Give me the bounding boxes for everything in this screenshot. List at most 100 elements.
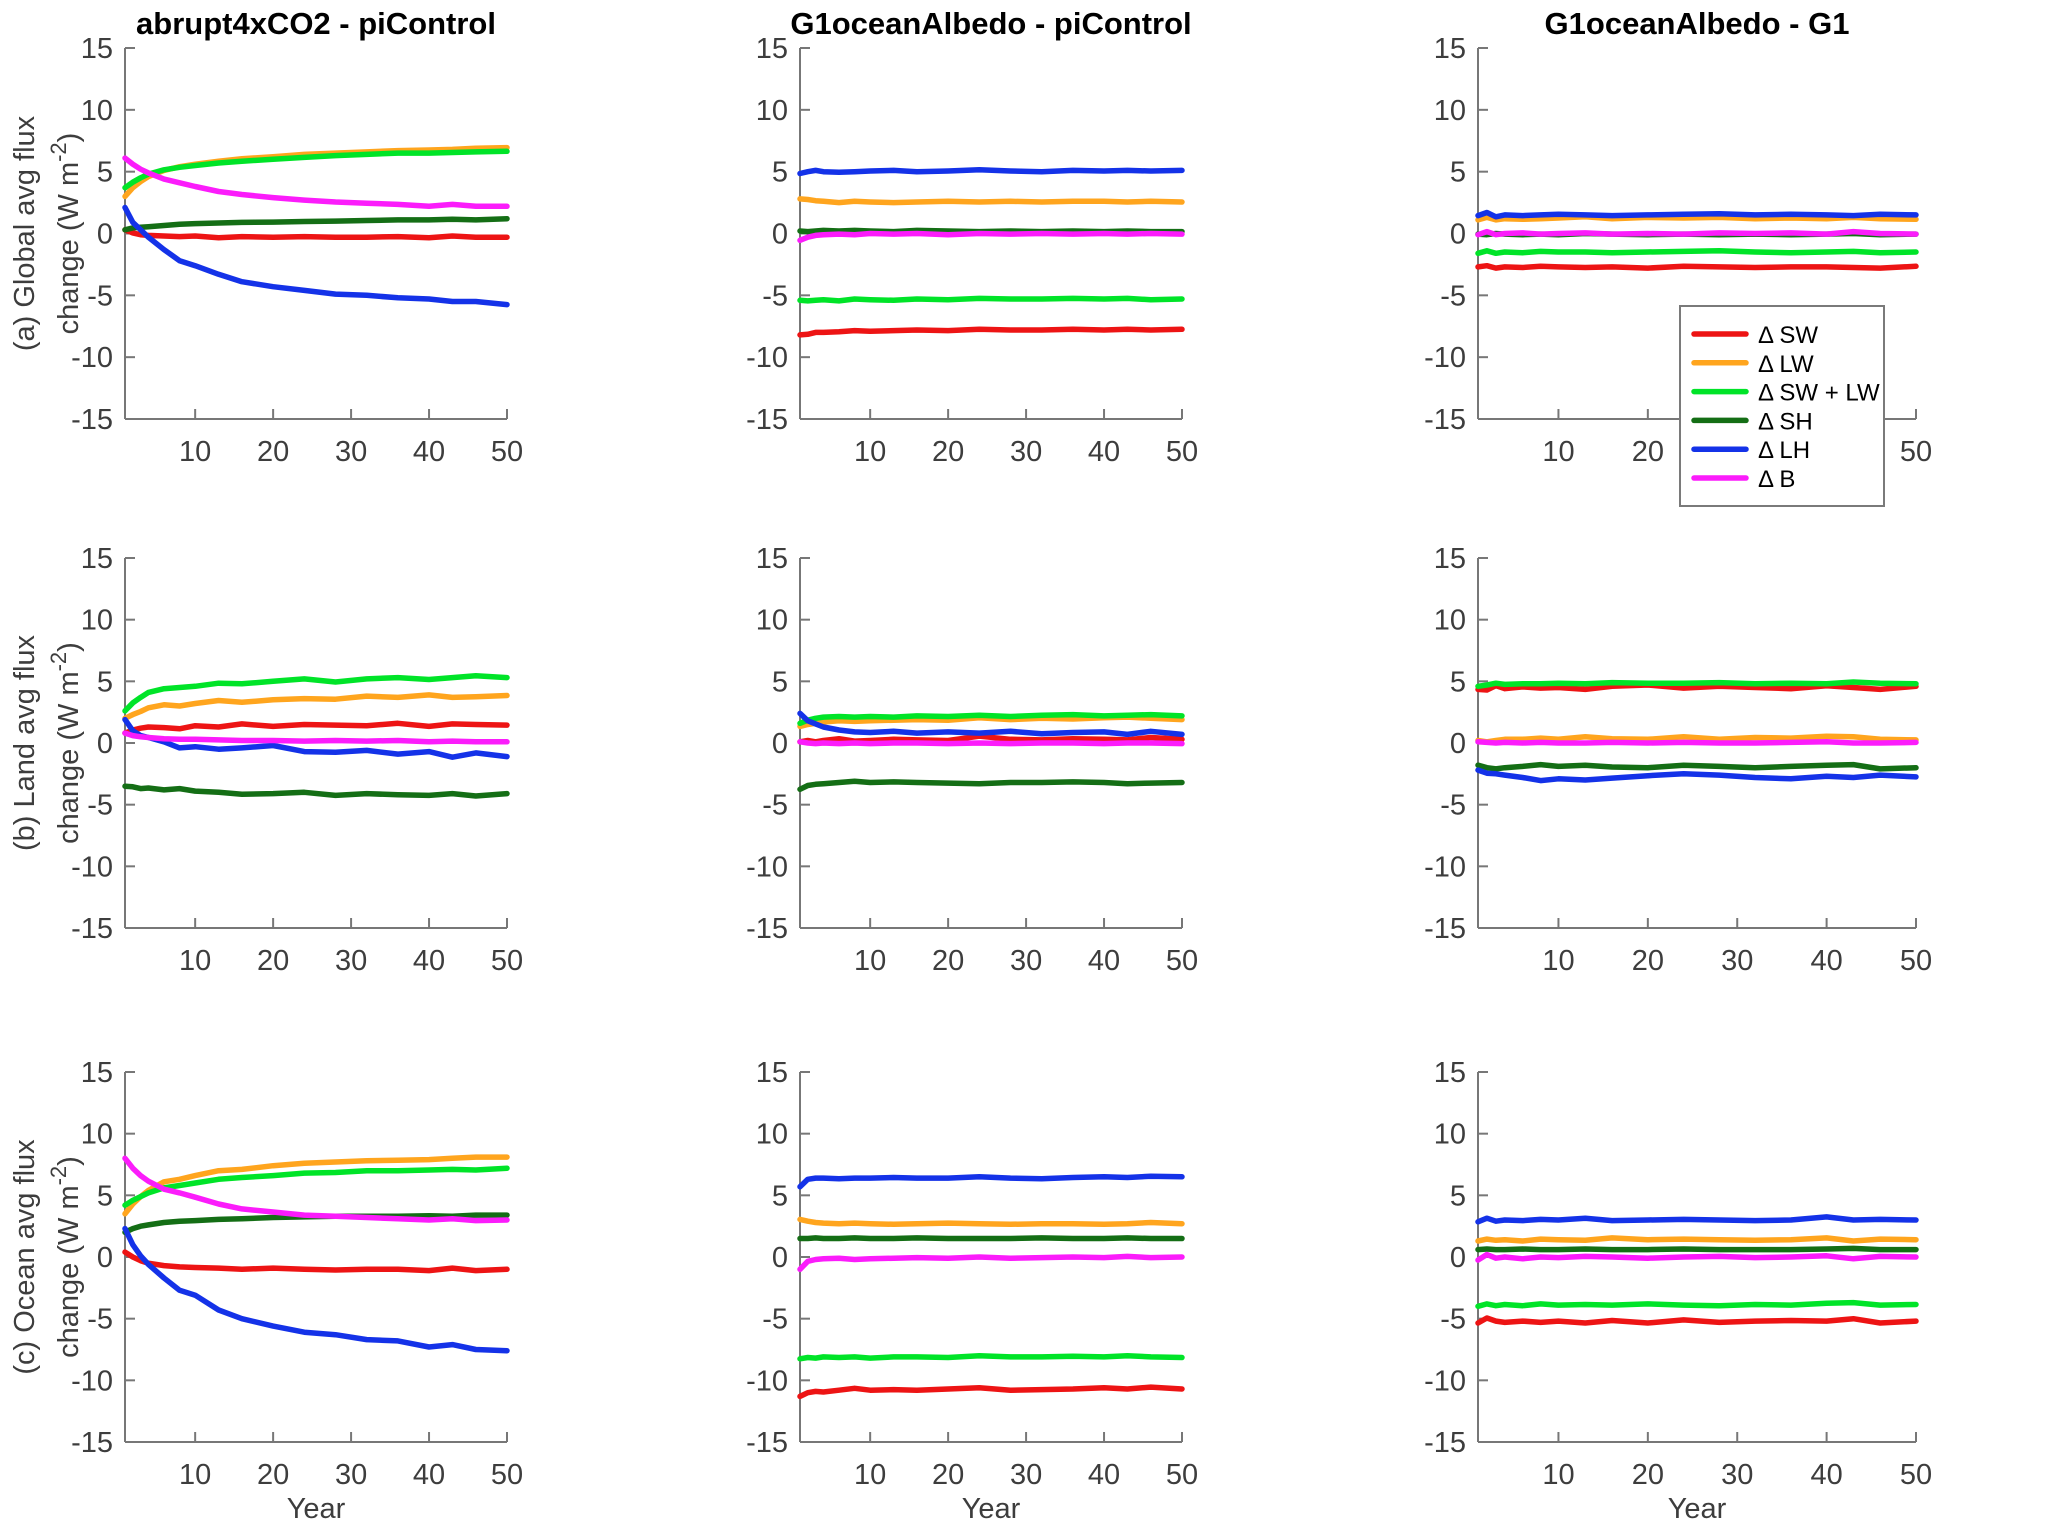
series-line-sw [1475,1315,1919,1326]
panel-b2: 10 20 30 40 50 -15 -10 -5 0 5 10 15 [746,543,1198,977]
y-axis-label-line2: change (W m-2) [46,133,85,335]
series-line-sh [797,1235,1185,1242]
x-tick-label: 40 [1088,1459,1120,1491]
y-tick-label: 15 [756,33,788,65]
x-tick-label: 10 [854,436,886,468]
series-line-lh [797,1173,1185,1190]
x-tick-label: 50 [1900,1459,1932,1491]
x-tick-label: 40 [413,436,445,468]
y-tick-label: -10 [1424,851,1466,883]
y-tick-label: -15 [71,404,113,436]
y-tick-label: 5 [97,1180,113,1212]
x-tick-label: 50 [1900,945,1932,977]
y-tick-label: 0 [1450,219,1466,251]
y-tick-label: 10 [1434,1119,1466,1151]
series-line-lw [797,1216,1185,1228]
series-line-swlw [797,295,1185,304]
y-axis-label-line2: change (W m-2) [46,642,85,844]
series-line-lh [797,710,1185,738]
y-tick-label: -10 [746,851,788,883]
y-tick-label: 0 [772,728,788,760]
y-tick-label: 10 [81,1119,113,1151]
x-tick-label: 10 [1542,1459,1574,1491]
x-axis-label: Year [1668,1493,1727,1525]
y-tick-label: 5 [772,1180,788,1212]
panel-title: G1oceanAlbedo - G1 [1545,6,1850,41]
y-tick-label: 15 [1434,543,1466,575]
series-line-sh [1475,1245,1919,1253]
series-line-lw [1475,733,1919,745]
series-line-lh [1475,767,1919,784]
x-axis-label: Year [287,1493,346,1525]
y-tick-label: 15 [1434,33,1466,65]
x-tick-label: 30 [1010,945,1042,977]
y-axis-label-line1: (c) Ocean avg flux [9,1139,41,1375]
x-tick-label: 10 [1542,436,1574,468]
series-line-sh [1475,761,1919,772]
y-tick-label: 10 [756,1119,788,1151]
y-tick-label: -10 [71,1365,113,1397]
series-line-b [797,230,1185,244]
panel-title: G1oceanAlbedo - piControl [790,6,1191,41]
x-tick-label: 50 [1900,436,1932,468]
y-tick-label: 10 [81,95,113,127]
series-line-lw [797,196,1185,206]
x-tick-label: 30 [335,945,367,977]
y-tick-label: -5 [87,1304,113,1336]
y-tick-label: -5 [762,1304,788,1336]
y-axis-label-line2: change (W m-2) [46,1156,85,1358]
y-tick-label: 0 [772,219,788,251]
x-tick-label: 10 [1542,945,1574,977]
x-tick-label: 20 [932,1459,964,1491]
x-tick-label: 30 [1010,436,1042,468]
y-tick-label: 0 [772,1242,788,1274]
series-line-swlw [1475,679,1919,690]
y-tick-label: 0 [97,219,113,251]
series-line-lh [122,204,510,308]
y-tick-label: 5 [97,157,113,189]
series-line-b [1475,739,1919,746]
x-tick-label: 30 [335,1459,367,1491]
y-tick-label: -5 [1440,280,1466,312]
x-tick-label: 40 [1088,945,1120,977]
y-tick-label: -10 [746,1365,788,1397]
x-tick-label: 10 [854,1459,886,1491]
series-line-sw [122,720,510,736]
y-tick-label: 5 [772,157,788,189]
series-line-lw [122,692,510,722]
x-tick-label: 10 [179,436,211,468]
y-tick-label: 10 [1434,605,1466,637]
series-line-sh [122,783,510,799]
series-line-b [122,1155,510,1224]
x-tick-label: 50 [1166,945,1198,977]
series-line-b [122,730,510,745]
x-tick-label: 30 [1010,1459,1042,1491]
panel-c2: 10 20 30 40 50 -15 -10 -5 0 5 10 15 Year [746,1057,1198,1525]
x-tick-label: 30 [1721,945,1753,977]
series-line-lh [1475,209,1919,220]
series-line-b [797,739,1185,747]
y-tick-label: 5 [772,666,788,698]
series-line-swlw [122,1165,510,1208]
x-tick-label: 20 [1632,945,1664,977]
legend-label: Δ LH [1758,437,1810,464]
legend-item-lh: Δ LH [1691,437,1810,464]
y-tick-label: -5 [87,280,113,312]
panel-c3: 10 20 30 40 50 -15 -10 -5 0 5 10 15 Year [1424,1057,1932,1525]
y-tick-label: 10 [81,605,113,637]
series-line-sw [1475,262,1919,271]
y-axis-label-line1: (a) Global avg flux [9,115,41,351]
x-axis-label: Year [962,1493,1021,1525]
x-tick-label: 20 [257,945,289,977]
x-tick-label: 10 [179,945,211,977]
series-line-b [797,1253,1185,1273]
series-line-lw [1475,1235,1919,1244]
y-tick-label: -10 [71,342,113,374]
y-tick-label: -5 [87,790,113,822]
x-tick-label: 20 [932,945,964,977]
y-tick-label: 0 [97,728,113,760]
y-tick-label: 5 [1450,157,1466,189]
series-line-sh [122,1212,510,1236]
